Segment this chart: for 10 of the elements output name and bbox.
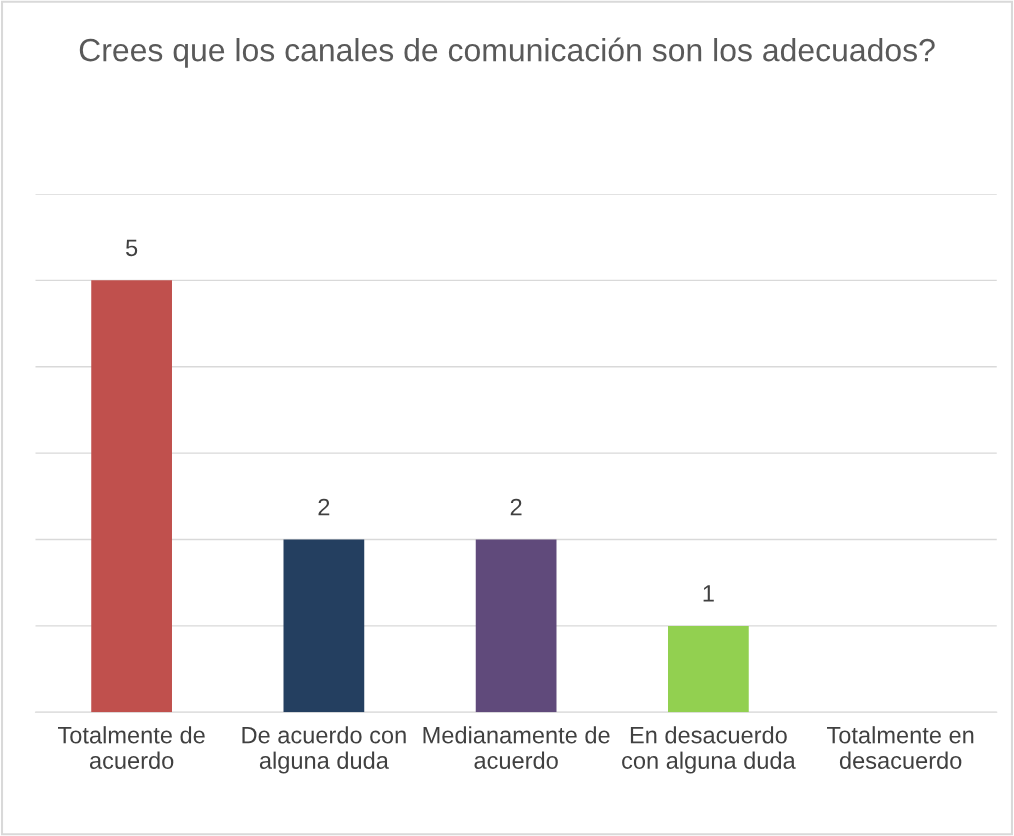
data-label: 2 xyxy=(318,498,330,516)
data-label: 2 xyxy=(510,498,522,516)
x-tick-label: En desacuerdo con alguna duda xyxy=(622,726,796,774)
data-label: 5 xyxy=(126,239,138,257)
chart-title: Crees que los canales de comunicación son los adecuados? xyxy=(79,37,935,68)
x-tick-label: Totalmente en desacuerdo xyxy=(827,726,974,769)
x-tick-label: Totalmente de acuerdo xyxy=(58,726,205,769)
x-tick-label: Medianamente de acuerdo xyxy=(423,726,610,769)
data-label: 1 xyxy=(703,585,714,602)
x-tick-label: De acuerdo con alguna duda xyxy=(242,726,406,774)
